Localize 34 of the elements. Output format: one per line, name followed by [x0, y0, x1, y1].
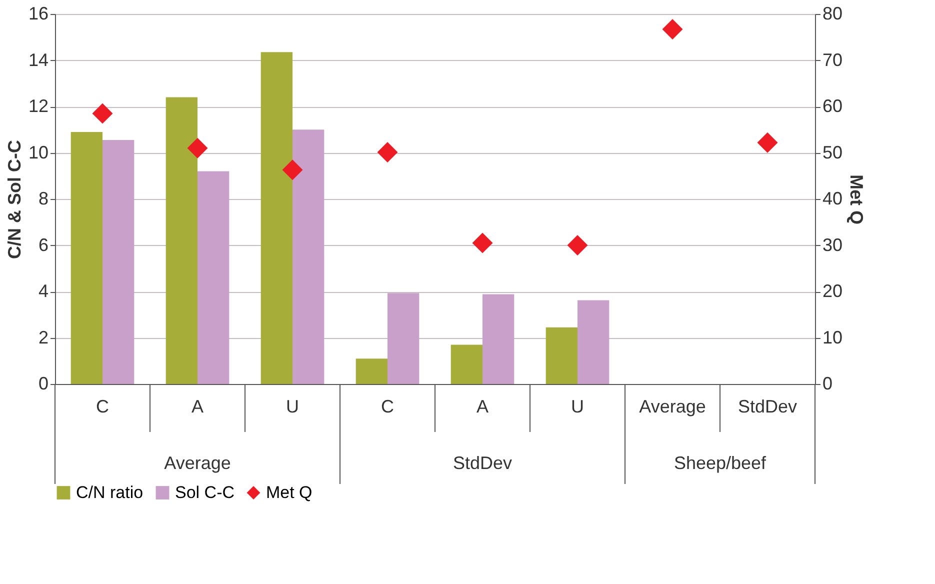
y-tick-label: 4: [38, 281, 48, 301]
y2-tick-label: 50: [822, 142, 843, 162]
x-tick-label: C: [381, 396, 394, 416]
legend-label: C/N ratio: [76, 482, 144, 502]
x-tick-label: A: [191, 396, 204, 416]
legend-label: Met Q: [266, 482, 312, 502]
x-tick-label: C: [96, 396, 109, 416]
x-tick-label: A: [476, 396, 489, 416]
y2-tick-label: 30: [822, 234, 843, 255]
y2-tick-label: 40: [822, 188, 843, 208]
y-tick-label: 12: [28, 96, 48, 116]
x-tick-label: U: [286, 396, 299, 416]
y-tick-label: 10: [28, 142, 48, 162]
y-tick-label: 0: [38, 374, 48, 394]
y2-tick-label: 10: [822, 327, 843, 348]
x-tick-label: U: [571, 396, 584, 416]
x-tick-label: Average: [639, 396, 706, 416]
text: Average: [164, 453, 231, 473]
y2-tick-label: 60: [822, 96, 843, 116]
y-tick-label: 6: [38, 234, 48, 255]
y2-axis-title: Met Q: [846, 174, 867, 225]
y2-tick-label: 0: [822, 374, 833, 394]
text: Sheep/beef: [674, 453, 768, 473]
y-tick-label: 14: [28, 50, 48, 70]
y2-tick-label: 20: [822, 281, 843, 301]
legend-label: Sol C-C: [175, 482, 235, 502]
y2-tick-label: 80: [822, 4, 843, 24]
y-tick-label: 2: [38, 327, 48, 348]
y-axis-title: C/N & Sol C-C: [4, 140, 24, 259]
x-tick-label: StdDev: [738, 396, 798, 416]
y-tick-label: 8: [38, 188, 48, 208]
y-tick-label: 16: [28, 4, 48, 24]
y2-tick-label: 70: [822, 50, 843, 70]
text: StdDev: [452, 453, 512, 473]
